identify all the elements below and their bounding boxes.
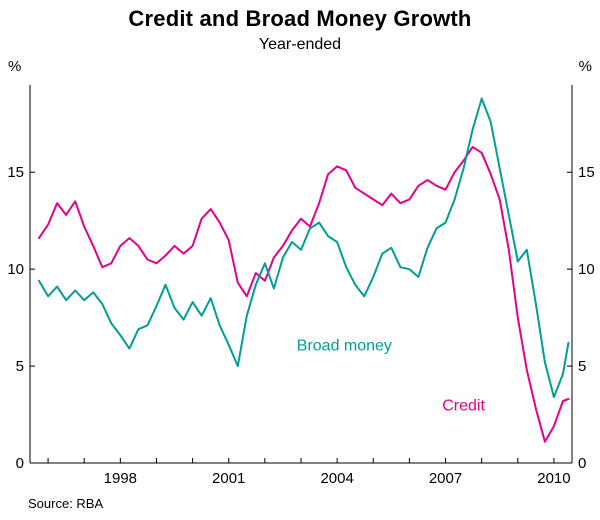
y-axis-unit-right: % [578, 58, 592, 75]
chart-subtitle: Year-ended [258, 36, 342, 53]
x-tick-label: 2001 [212, 470, 245, 487]
y-tick-label-left: 5 [16, 358, 24, 375]
x-tick-label: 1998 [104, 470, 137, 487]
y-tick-label-right: 15 [578, 164, 595, 181]
series-line-broad-money [38, 97, 570, 399]
y-tick-label-right: 5 [578, 358, 586, 375]
x-tick-label: 2010 [537, 470, 570, 487]
chart-title: Credit and Broad Money Growth [128, 6, 472, 31]
y-tick-label-left: 15 [7, 164, 24, 181]
x-tick-label: 2007 [429, 470, 462, 487]
series-line-credit [38, 146, 570, 443]
series-label-broad-money: Broad money [297, 338, 392, 355]
y-tick-label-left: 0 [16, 455, 24, 472]
y-axis-unit-left: % [8, 58, 22, 75]
x-tick-label: 2004 [320, 470, 353, 487]
y-tick-label-right: 0 [578, 455, 586, 472]
source-note: Source: RBA [28, 496, 104, 511]
y-tick-label-right: 10 [578, 261, 595, 278]
series-label-credit: Credit [442, 398, 485, 415]
y-tick-label-left: 10 [7, 261, 24, 278]
